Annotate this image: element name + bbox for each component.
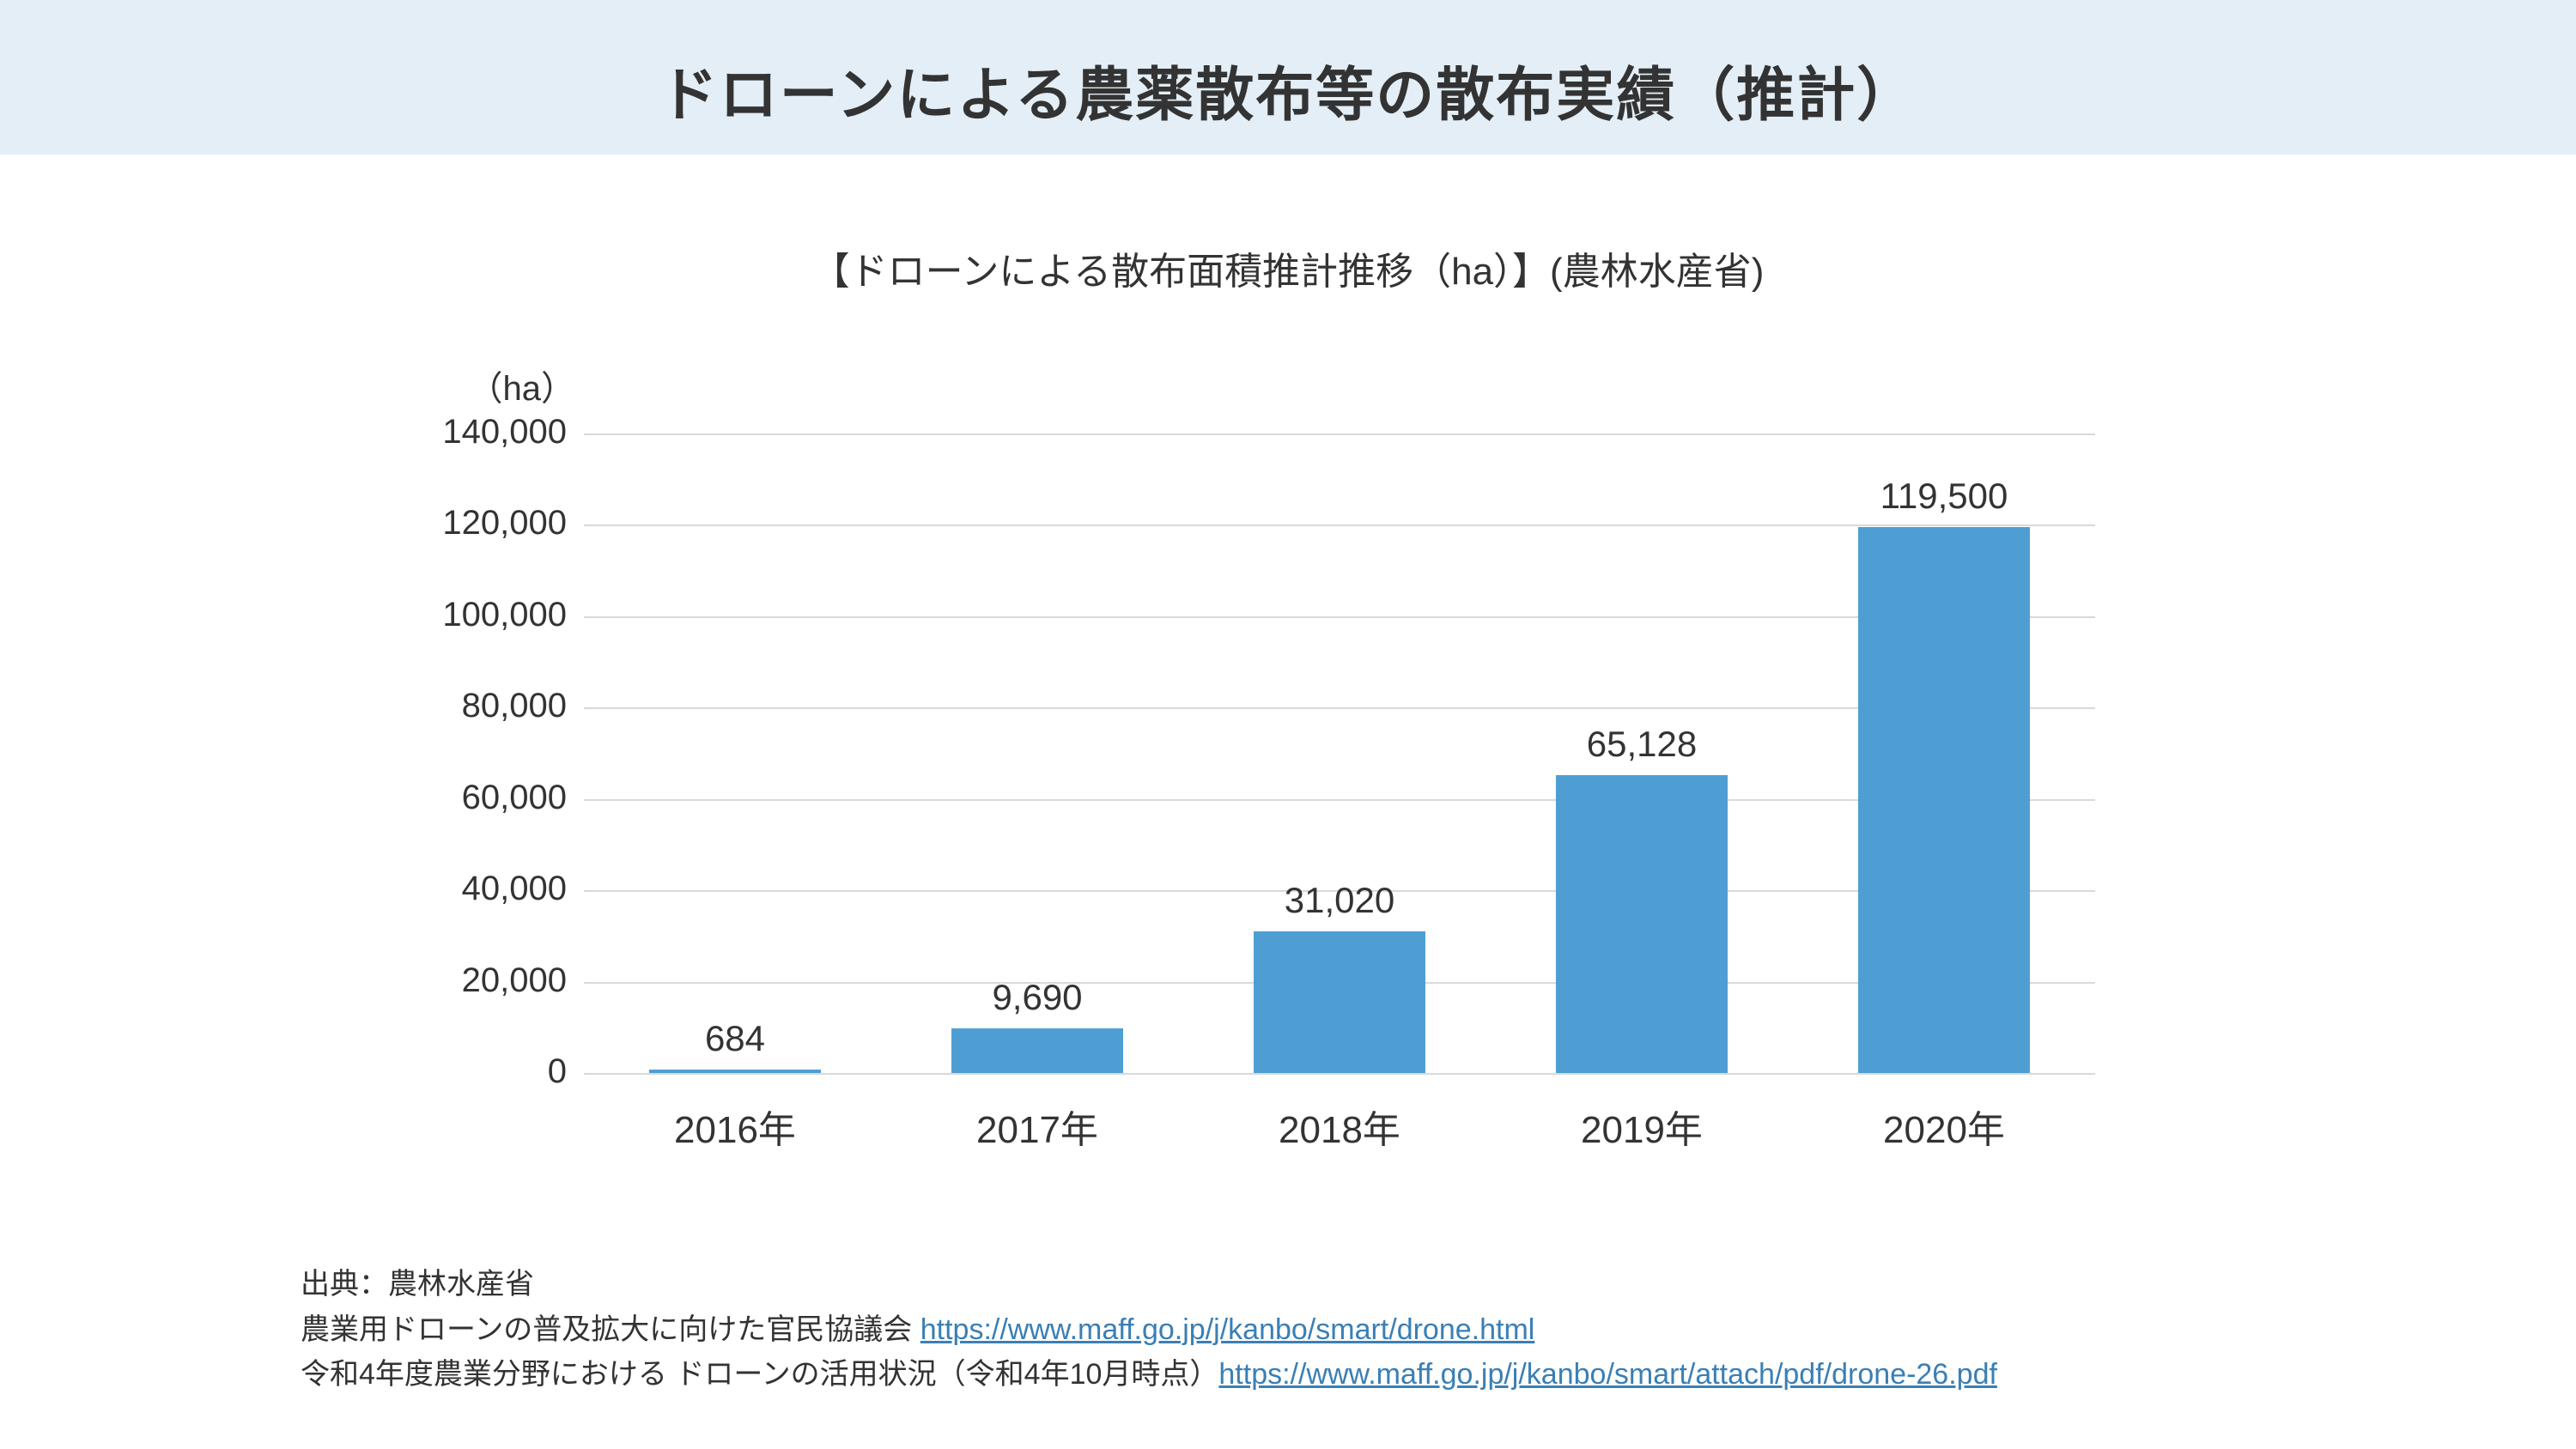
bar: [1858, 527, 2030, 1073]
source-line-3-text: 令和4年度農業分野における ドローンの活用状況（令和4年10月時点）: [301, 1358, 1218, 1391]
y-tick-label: 140,000: [395, 413, 567, 452]
x-axis-label: 2018年: [1188, 1099, 1491, 1154]
chart-title: 【ドローンによる散布面積推計推移（ha）】(農林水産省): [0, 240, 2576, 295]
bar-value-label: 31,020: [1188, 880, 1491, 921]
y-tick-label: 80,000: [395, 687, 567, 725]
source-link-2[interactable]: https://www.maff.go.jp/j/kanbo/smart/att…: [1218, 1358, 1997, 1391]
source-line-2-text: 農業用ドローンの普及拡大に向けた官民協議会: [301, 1313, 920, 1346]
bar: [1254, 931, 1425, 1073]
y-tick-label: 120,000: [395, 504, 567, 543]
y-tick-label: 40,000: [395, 870, 567, 908]
y-tick-label: 60,000: [395, 779, 567, 817]
source-line-1: 出典：農林水産省: [301, 1262, 1997, 1307]
gridline: [584, 433, 2095, 435]
chart-plot-area: 6849,690 31,020 65,128 119,500: [584, 433, 2095, 1073]
bar-value-label: 684: [584, 1018, 886, 1059]
source-line-2: 農業用ドローンの普及拡大に向けた官民協議会 https://www.maff.g…: [301, 1307, 1997, 1353]
bar-value-label: 65,128: [1491, 724, 1793, 765]
bar: [1556, 775, 1728, 1073]
x-axis-label: 2017年: [886, 1099, 1188, 1154]
y-tick-label: 0: [395, 1052, 567, 1091]
bar: [951, 1028, 1123, 1073]
slide: ドローンによる農薬散布等の散布実績（推計） 【ドローンによる散布面積推計推移（h…: [0, 0, 2576, 1449]
gridline: [584, 1073, 2095, 1075]
x-axis-label: 2020年: [1793, 1099, 2095, 1154]
source-citation: 出典：農林水産省 農業用ドローンの普及拡大に向けた官民協議会 https://w…: [301, 1262, 1997, 1397]
bar-value-label: 9,690: [886, 977, 1188, 1018]
y-tick-label: 100,000: [395, 596, 567, 634]
x-axis-label: 2019年: [1491, 1099, 1793, 1154]
y-tick-label: 20,000: [395, 961, 567, 1000]
x-axis-label: 2016年: [584, 1099, 886, 1154]
slide-title: ドローンによる農薬散布等の散布実績（推計）: [659, 63, 1917, 128]
source-line-3: 令和4年度農業分野における ドローンの活用状況（令和4年10月時点）https:…: [301, 1352, 1997, 1397]
y-axis-unit-label: （ha）: [421, 361, 575, 410]
title-bar: ドローンによる農薬散布等の散布実績（推計）: [0, 0, 2576, 155]
bar-value-label: 119,500: [1793, 476, 2095, 517]
source-link-1[interactable]: https://www.maff.go.jp/j/kanbo/smart/dro…: [920, 1313, 1535, 1346]
bar: [649, 1070, 821, 1073]
